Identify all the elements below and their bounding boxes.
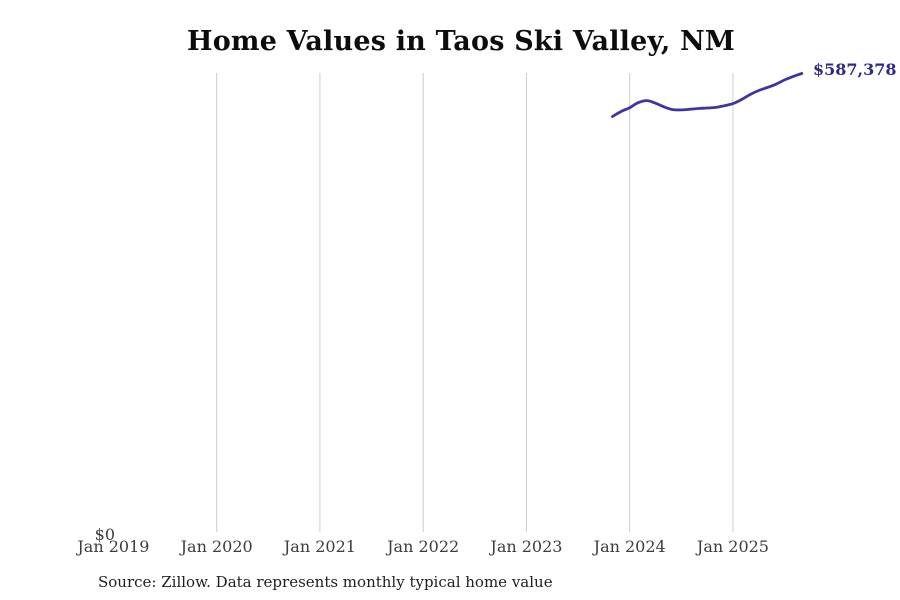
source-note: Source: Zillow. Data represents monthly … <box>98 573 553 591</box>
x-tick-label: Jan 2023 <box>490 537 563 556</box>
x-tick-label: Jan 2021 <box>283 537 356 556</box>
x-tick-label: Jan 2025 <box>696 537 769 556</box>
gridlines <box>216 73 734 532</box>
end-value-label: $587,378 <box>813 60 897 79</box>
x-tick-label: Jan 2022 <box>387 537 460 556</box>
x-tick-label: Jan 2024 <box>593 537 666 556</box>
value-line <box>611 72 804 118</box>
x-tick-label: Jan 2020 <box>180 537 253 556</box>
y-tick-label-zero: $0 <box>94 525 115 544</box>
chart-title: Home Values in Taos Ski Valley, NM <box>187 26 735 57</box>
x-tick-label: Jan 2019 <box>77 537 150 556</box>
